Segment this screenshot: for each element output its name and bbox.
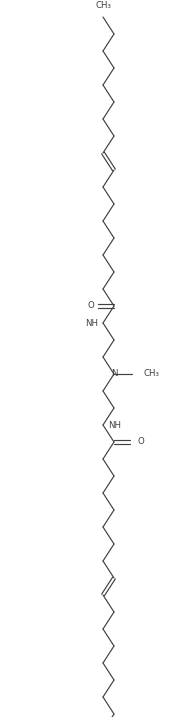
Text: NH: NH xyxy=(85,318,98,328)
Text: CH₃: CH₃ xyxy=(143,369,159,379)
Text: O: O xyxy=(88,302,94,310)
Text: N: N xyxy=(111,369,117,379)
Text: O: O xyxy=(137,437,144,447)
Text: NH: NH xyxy=(108,420,121,429)
Text: CH₃: CH₃ xyxy=(95,1,111,10)
